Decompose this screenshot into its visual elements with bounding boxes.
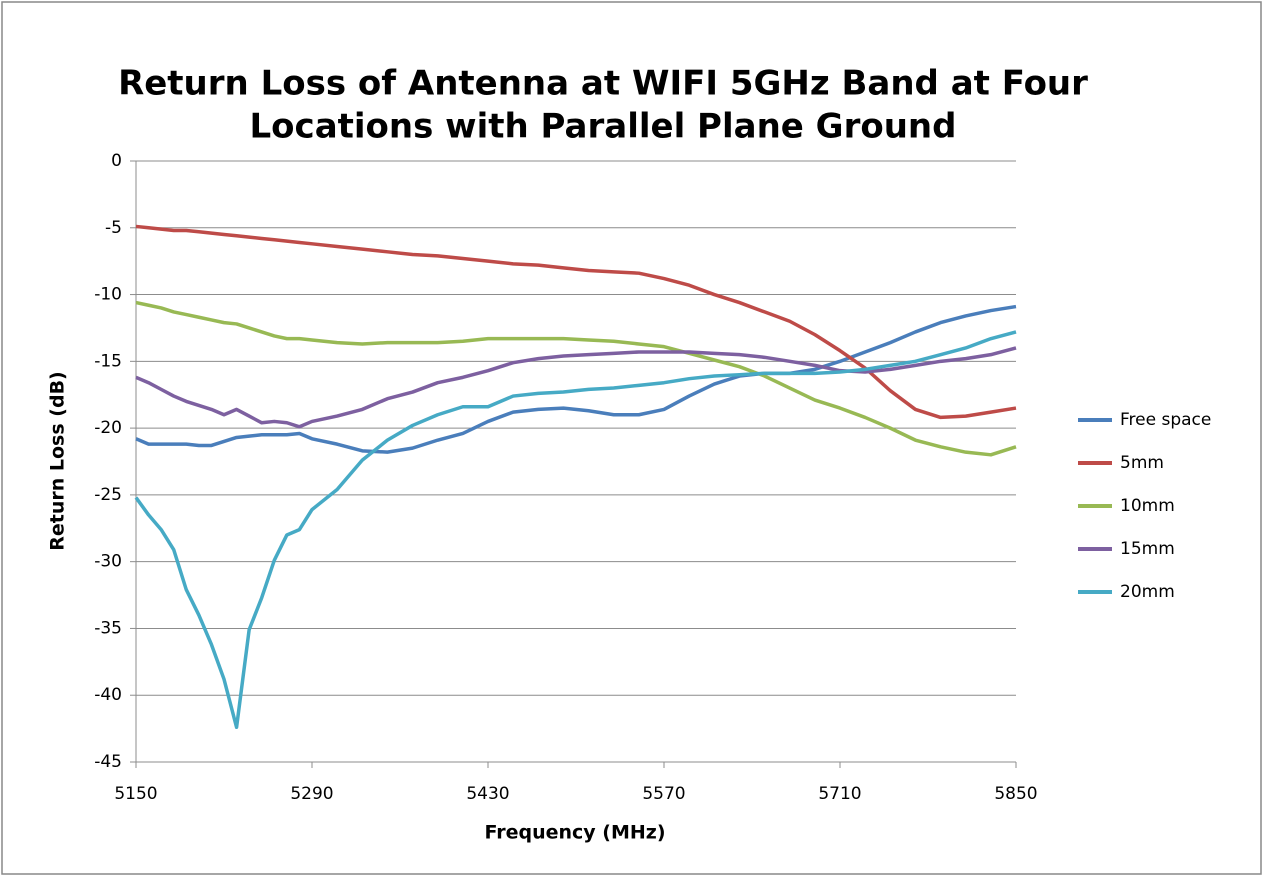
y-tick-label: -40 [94,685,122,705]
y-tick-label: -15 [94,351,122,371]
chart-title: Return Loss of Antenna at WIFI 5GHz Band… [118,64,1088,104]
y-tick-label: -20 [94,418,122,438]
legend-label: 10mm [1120,496,1175,516]
chart-title: Locations with Parallel Plane Ground [250,107,957,147]
y-tick-label: 0 [111,151,122,171]
x-tick-label: 5290 [290,784,333,804]
legend-label: Free space [1120,410,1211,430]
y-tick-label: -35 [94,618,122,638]
y-tick-label: -25 [94,485,122,505]
x-axis-title: Frequency (MHz) [484,822,665,844]
series-line [135,224,1017,420]
series-line [135,300,1017,457]
y-axis-title: Return Loss (dB) [47,371,69,550]
series-line [134,330,1017,730]
y-tick-label: -30 [94,552,122,572]
x-tick-label: 5570 [642,784,685,804]
legend-label: 20mm [1120,582,1175,602]
x-tick-label: 5150 [114,784,157,804]
x-tick-label: 5850 [994,784,1037,804]
x-tick-label: 5430 [466,784,509,804]
y-tick-label: -5 [105,218,122,238]
y-tick-label: -10 [94,285,122,305]
legend-label: 5mm [1120,453,1164,473]
y-tick-label: -45 [94,752,122,772]
x-tick-label: 5710 [818,784,861,804]
series-line [135,304,1017,454]
legend-label: 15mm [1120,539,1175,559]
